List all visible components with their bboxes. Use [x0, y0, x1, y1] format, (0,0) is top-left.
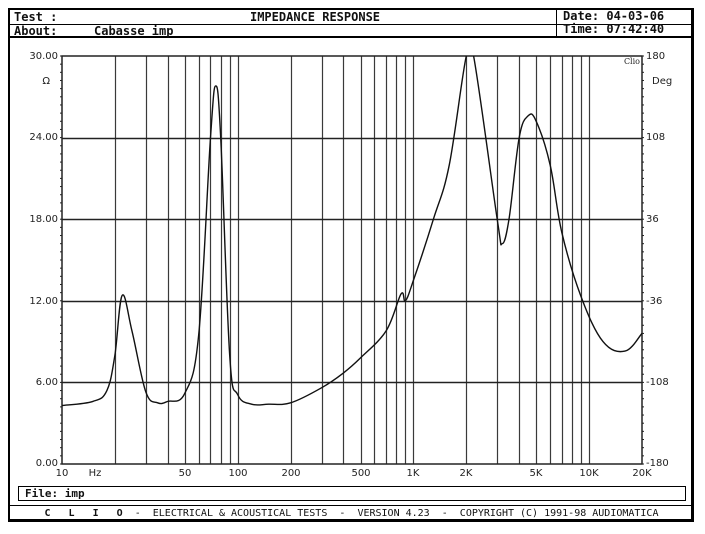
x-tick-label: 50	[178, 468, 192, 479]
file-bar: File: imp	[18, 486, 686, 501]
date-time-box: Date: 04-03-06 Time: 07:42:40	[556, 10, 694, 36]
y-unit-label: Ω	[42, 76, 50, 87]
test-label: Test :	[14, 10, 58, 24]
x-tick-label: 2K	[459, 468, 473, 479]
date-value: 04-03-06	[606, 9, 665, 23]
y2-tick-label: 36	[646, 214, 659, 225]
y-tick-label: 6.00	[35, 377, 58, 388]
date-field: Date: 04-03-06	[563, 10, 664, 23]
y-tick-label: 12.00	[29, 296, 58, 307]
y2-unit-label: Deg	[652, 76, 673, 87]
y2-tick-label: -108	[646, 377, 669, 388]
x-tick-label: 10	[55, 468, 69, 479]
x-tick-label: 1K	[406, 468, 420, 479]
y2-tick-label: -180	[646, 458, 669, 469]
x-tick-label: 5K	[529, 468, 543, 479]
date-label: Date:	[563, 9, 600, 23]
time-label: Time:	[563, 22, 600, 36]
header: Test : IMPEDANCE RESPONSE About: Cabasse…	[10, 10, 693, 38]
x-tick-label: 200	[281, 468, 301, 479]
file-label: File:	[25, 487, 59, 500]
plot-border	[61, 55, 643, 465]
y-tick-label: 18.00	[29, 214, 58, 225]
x-unit-label: Hz	[88, 468, 102, 479]
x-tick-label: 10K	[579, 468, 599, 479]
clio-logo: Clio	[623, 57, 640, 66]
y2-tick-label: -36	[646, 296, 663, 307]
header-row-test: Test : IMPEDANCE RESPONSE	[10, 10, 693, 25]
clio-window	[8, 8, 694, 522]
y2-tick-label: 180	[646, 51, 666, 62]
time-field: Time: 07:42:40	[563, 23, 664, 36]
y-tick-label: 0.00	[35, 458, 58, 469]
x-tick-label: 20K	[632, 468, 652, 479]
footer-bar: C L I O - ELECTRICAL & ACOUSTICAL TESTS …	[10, 505, 693, 521]
footer-text: - ELECTRICAL & ACOUSTICAL TESTS - VERSIO…	[128, 508, 659, 519]
x-tick-label: 100	[228, 468, 248, 479]
file-value: imp	[64, 487, 85, 500]
impedance-curve	[62, 56, 642, 407]
page-title: IMPEDANCE RESPONSE	[249, 10, 381, 24]
about-label: About:	[14, 24, 58, 38]
y2-tick-label: 108	[646, 132, 666, 143]
header-row-about: About: Cabasse imp	[10, 24, 693, 38]
y-tick-label: 30.00	[29, 51, 58, 62]
about-value: Cabasse imp	[94, 24, 174, 38]
brand-label: C L I O	[44, 508, 129, 519]
time-value: 07:42:40	[606, 22, 665, 36]
y-tick-label: 24.00	[29, 132, 58, 143]
x-tick-label: 500	[351, 468, 371, 479]
